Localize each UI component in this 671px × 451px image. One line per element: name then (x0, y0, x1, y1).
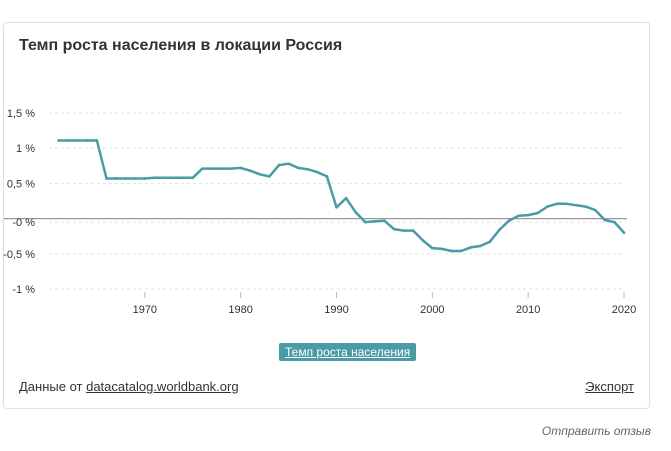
data-point[interactable] (316, 170, 319, 174)
data-point[interactable] (114, 177, 118, 180)
x-tick-label: 1980 (228, 304, 252, 316)
data-point[interactable] (536, 211, 540, 215)
data-point[interactable] (268, 175, 271, 178)
data-point[interactable] (411, 229, 415, 232)
data-point[interactable] (459, 249, 463, 253)
data-point[interactable] (325, 175, 329, 178)
data-point[interactable] (201, 167, 204, 170)
data-point[interactable] (277, 163, 281, 167)
data-point[interactable] (603, 218, 607, 222)
data-point[interactable] (613, 220, 616, 224)
data-point[interactable] (450, 249, 453, 253)
x-tick-label: 2010 (516, 304, 540, 316)
send-feedback-link[interactable]: Отправить отзыв (541, 424, 651, 438)
data-point[interactable] (555, 202, 559, 206)
data-source-link[interactable]: datacatalog.worldbank.org (86, 379, 239, 394)
legend-series-button[interactable]: Темп роста населения (279, 343, 417, 361)
data-point[interactable] (105, 177, 108, 180)
data-point[interactable] (392, 227, 396, 231)
data-point[interactable] (584, 205, 587, 208)
data-point[interactable] (248, 169, 252, 173)
chart-card: Темп роста населения в локации Россия 1,… (3, 22, 650, 409)
chart-title: Темп роста населения в локации Россия (19, 37, 343, 54)
data-point[interactable] (124, 177, 127, 180)
data-point[interactable] (383, 219, 386, 223)
data-point[interactable] (95, 139, 99, 142)
data-point[interactable] (229, 167, 233, 170)
data-source-prefix: Данные от (19, 379, 87, 394)
data-point[interactable] (363, 220, 367, 224)
series-line[interactable] (57, 139, 626, 253)
data-point[interactable] (210, 167, 214, 170)
line-chart: 1,5 % 1 % 0,5 % -0 % -0,5 % -1 % 1970 1980 1990 2… (3, 108, 636, 316)
data-point[interactable] (507, 219, 511, 223)
y-tick-label: 1,5 % (7, 108, 35, 120)
axis-layer: 1,5 % 1 % 0,5 % -0 % -0,5 % -1 % 1970 1980 1990 2… (3, 108, 636, 316)
data-point[interactable] (469, 246, 472, 249)
data-point[interactable] (181, 176, 185, 180)
data-point[interactable] (57, 139, 60, 142)
x-tick-label: 1990 (324, 304, 348, 316)
data-point[interactable] (488, 240, 492, 244)
data-point[interactable] (76, 139, 80, 142)
grid-layer (4, 112, 627, 290)
data-point[interactable] (526, 213, 530, 217)
data-point[interactable] (335, 206, 338, 209)
x-tick-label: 1970 (133, 304, 157, 316)
data-point[interactable] (172, 176, 175, 180)
data-point[interactable] (478, 244, 482, 248)
data-point[interactable] (440, 247, 444, 251)
y-tick-label: -0,5 % (3, 249, 35, 261)
data-point[interactable] (565, 202, 568, 206)
data-point[interactable] (258, 172, 262, 176)
data-point[interactable] (344, 196, 348, 200)
data-point[interactable] (402, 229, 405, 232)
data-source: Данные от datacatalog.worldbank.org (19, 379, 239, 394)
data-point[interactable] (162, 176, 166, 180)
data-point[interactable] (306, 168, 310, 171)
series-layer (57, 139, 626, 253)
data-point[interactable] (287, 162, 290, 166)
data-point[interactable] (153, 176, 156, 180)
data-point[interactable] (239, 166, 242, 170)
data-point[interactable] (220, 167, 223, 170)
y-tick-label: 1 % (16, 143, 35, 155)
data-point[interactable] (498, 228, 501, 232)
data-point[interactable] (354, 210, 357, 214)
data-point[interactable] (86, 139, 89, 142)
data-point[interactable] (421, 239, 425, 242)
y-tick-label: -0 % (12, 217, 35, 229)
data-point[interactable] (431, 246, 434, 250)
data-point[interactable] (143, 177, 147, 180)
data-point[interactable] (593, 208, 597, 212)
y-tick-label: 0,5 % (7, 178, 35, 190)
data-point[interactable] (373, 220, 377, 223)
data-point[interactable] (546, 205, 549, 208)
data-point[interactable] (133, 177, 137, 180)
x-tick-label: 2000 (420, 304, 444, 316)
data-point[interactable] (191, 176, 195, 180)
data-point[interactable] (66, 139, 70, 142)
x-tick-label: 2020 (612, 304, 636, 316)
data-point[interactable] (517, 214, 520, 218)
data-point[interactable] (296, 166, 300, 170)
export-link[interactable]: Экспорт (585, 379, 634, 394)
y-tick-label: -1 % (12, 284, 35, 296)
data-point[interactable] (622, 231, 626, 234)
data-point[interactable] (574, 203, 578, 207)
